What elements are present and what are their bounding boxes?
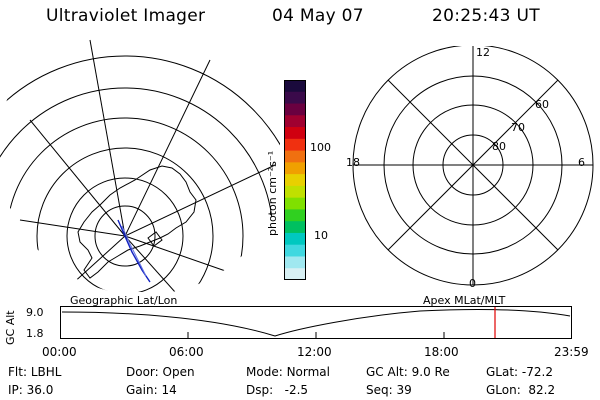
instrument-title: Ultraviolet Imager [46,6,206,26]
colorbar-unit-label: photon cm⁻²s⁻¹ [266,150,279,236]
colorbar-segment [284,232,306,246]
colorbar-segment [284,268,306,280]
info-ip: IP: 36.0 [8,383,54,397]
colorbar-segment [284,185,306,199]
colorbar-segment [284,209,306,222]
timeline-xtick-2359: 23:59 [554,345,589,359]
mlt-label-6: 6 [578,156,585,169]
magnetic-polar-grid [352,46,594,286]
info-gc-alt: GC Alt: 9.0 Re [366,365,450,379]
info-gain: Gain: 14 [126,383,177,397]
observation-date: 04 May 07 [272,6,364,26]
colorbar-segment [284,138,306,152]
colorbar-tick-100: 100 [310,141,331,154]
timeline-xtick-0600: 06:00 [169,345,204,359]
info-mode: Mode: Normal [246,365,330,379]
colorbar-segment [284,221,306,234]
colorbar-segment [284,197,306,210]
colorbar-segment [284,80,306,93]
altitude-curve [61,308,571,337]
timeline-xtick-1800: 18:00 [424,345,459,359]
geographic-map [0,39,280,292]
colorbar-segment [284,103,306,116]
info-glon: GLon: 82.2 [486,383,556,397]
colorbar-segment [284,127,306,140]
colorbar [284,80,306,280]
colorbar-segment [284,162,306,175]
mlat-label-60: 60 [535,98,549,111]
timeline-right-label: Apex MLat/MLT [423,294,506,307]
colorbar-segment [284,150,306,163]
info-door: Door: Open [126,365,195,379]
colorbar-segment [284,256,306,269]
timeline-ytick-9: 9.0 [26,306,44,319]
timeline-xtick-0000: 00:00 [42,345,77,359]
mlt-label-18: 18 [346,156,360,169]
colorbar-segment [284,115,306,128]
colorbar-segment [284,91,306,105]
timeline-ytick-1.8: 1.8 [26,327,44,340]
observation-time: 20:25:43 UT [432,6,540,26]
info-glat: GLat: -72.2 [486,365,553,379]
mlat-label-80: 80 [492,140,506,153]
altitude-timeline [60,306,572,339]
timeline-ylabel: GC Alt [4,310,17,345]
mlat-label-70: 70 [511,121,525,134]
colorbar-tick-10: 10 [314,229,328,242]
mlt-label-0: 0 [469,277,476,290]
colorbar-segment [284,174,306,187]
timeline-left-label: Geographic Lat/Lon [70,294,178,307]
mlt-label-12: 12 [476,46,490,59]
info-flt: Flt: LBHL [8,365,62,379]
info-seq: Seq: 39 [366,383,412,397]
timeline-xtick-1200: 12:00 [297,345,332,359]
info-dsp: Dsp: -2.5 [246,383,309,397]
colorbar-segment [284,244,306,257]
